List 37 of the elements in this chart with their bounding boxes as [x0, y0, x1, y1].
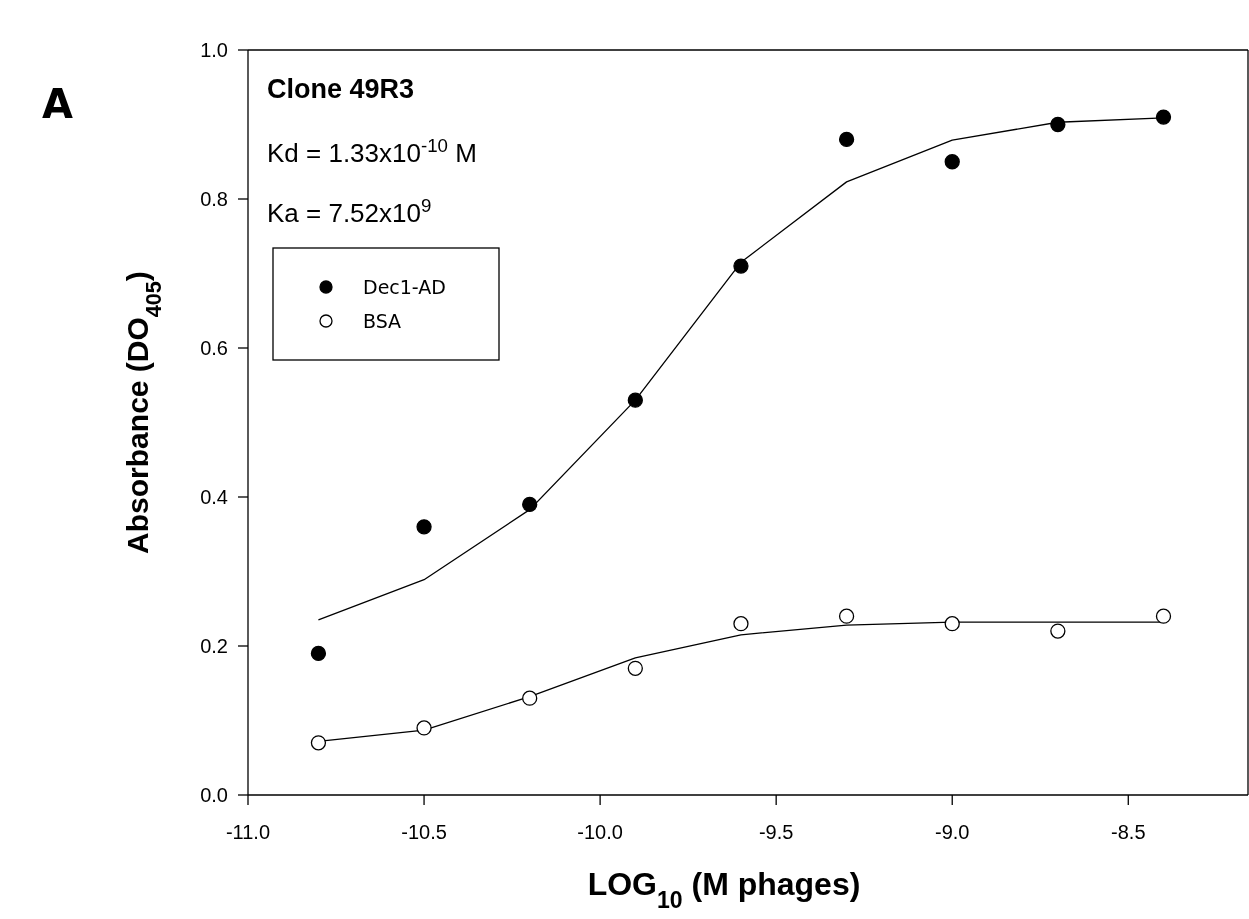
point [733, 616, 749, 632]
point [416, 519, 432, 535]
annotation: Ka = 7.52x10$^{9}$ [267, 194, 432, 228]
point [522, 690, 538, 706]
x-tick-label: -9.0 [934, 821, 970, 843]
x-axis-title: LOG$_{10}$ (M phages) [587, 866, 861, 913]
x-tick-label: -11.0 [225, 821, 271, 843]
point [627, 392, 643, 408]
point [627, 660, 643, 676]
point [944, 154, 960, 170]
x-tick-label: -10.0 [577, 821, 623, 843]
annotation: Kd = 1.33x10$^{-10}$ M [267, 134, 477, 168]
point [1050, 116, 1066, 133]
y-tick-label: 0.0 [200, 784, 228, 806]
x-tick-label: -10.5 [401, 821, 447, 843]
y-tick-label: 0.4 [200, 486, 228, 508]
legend-label: Dec1-AD [363, 276, 446, 298]
point [944, 616, 960, 632]
point [310, 735, 327, 751]
point [838, 608, 855, 624]
annotation: Clone 49R3 [267, 74, 415, 104]
y-tick-label: 1.0 [200, 39, 228, 61]
point [1050, 623, 1066, 639]
point [522, 496, 538, 513]
y-tick-label: 0.6 [200, 337, 228, 359]
x-tick-label: -9.5 [758, 821, 794, 843]
y-tick-label: 0.2 [200, 635, 228, 657]
x-tick-label: -8.5 [1111, 821, 1146, 843]
point [416, 720, 432, 736]
point [1155, 109, 1172, 125]
legend-label: BSA [363, 310, 402, 332]
point [310, 645, 327, 662]
text: A [42, 81, 73, 127]
point [733, 258, 749, 274]
y-tick-label: 0.8 [200, 188, 228, 210]
point [1155, 608, 1172, 624]
point [838, 131, 855, 148]
